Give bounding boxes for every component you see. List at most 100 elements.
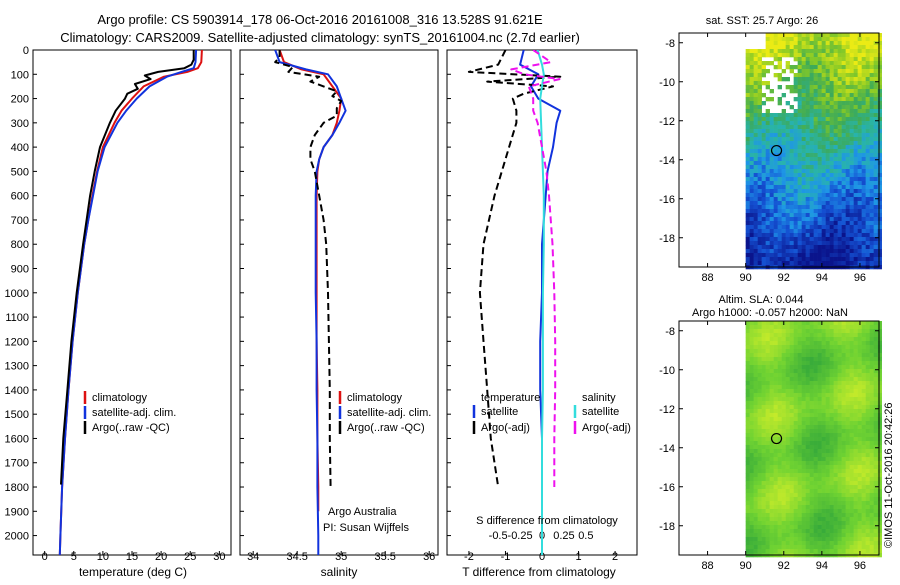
- map-cell: [749, 181, 754, 186]
- map-cell: [861, 489, 866, 494]
- map-cell: [769, 329, 774, 334]
- map-cell: [785, 441, 790, 446]
- map-cell: [777, 233, 782, 238]
- map-cell: [765, 437, 770, 442]
- map-cell: [761, 141, 766, 146]
- map-cell: [765, 417, 770, 422]
- map-cell: [841, 77, 846, 82]
- map-cell: [861, 233, 866, 238]
- map-cell: [837, 381, 842, 386]
- map-cell: [825, 517, 830, 522]
- map-cell: [873, 85, 878, 90]
- map-cell: [825, 249, 830, 254]
- difference-line-3: [510, 50, 561, 487]
- map-cell: [829, 249, 834, 254]
- map-cell: [841, 421, 846, 426]
- map-cell: [797, 89, 802, 94]
- map-cell: [865, 509, 870, 514]
- map-cell: [781, 181, 786, 186]
- map-cell: [821, 509, 826, 514]
- map-cell: [793, 229, 798, 234]
- map-cell: [773, 385, 778, 390]
- map-cell: [861, 217, 866, 222]
- map-cell: [793, 209, 798, 214]
- map-cell: [841, 129, 846, 134]
- map-cell: [805, 213, 810, 218]
- map-cell: [813, 389, 818, 394]
- map-cell: [809, 49, 814, 54]
- map-cell: [801, 529, 806, 534]
- map-cell: [777, 501, 782, 506]
- map-cell: [817, 425, 822, 430]
- map-cell: [849, 541, 854, 546]
- map-cell: [765, 217, 770, 222]
- map-cell: [829, 221, 834, 226]
- map-cell: [809, 529, 814, 534]
- map-cell: [793, 341, 798, 346]
- map-cell: [845, 533, 850, 538]
- map-cell: [813, 497, 818, 502]
- map-cell: [769, 137, 774, 142]
- map-cell: [773, 117, 778, 122]
- map-cell: [829, 537, 834, 542]
- map-cell: [877, 401, 882, 406]
- map-cell: [841, 181, 846, 186]
- map-cell: [817, 105, 822, 110]
- salinity-x-label: salinity: [321, 565, 358, 579]
- map-cell: [809, 405, 814, 410]
- map-cell: [805, 101, 810, 106]
- map-cell: [865, 221, 870, 226]
- map-cell: [849, 109, 854, 114]
- map-cell: [781, 505, 786, 510]
- map-cell: [785, 401, 790, 406]
- map-cell: [781, 473, 786, 478]
- map-cell: [777, 137, 782, 142]
- map-cell: [825, 441, 830, 446]
- map-cell: [761, 193, 766, 198]
- map-cell: [813, 57, 818, 62]
- map-cell: [849, 469, 854, 474]
- map-cell: [829, 421, 834, 426]
- map-cell: [873, 393, 878, 398]
- map-cell: [765, 461, 770, 466]
- map-cell: [853, 177, 858, 182]
- map-cell: [769, 113, 774, 118]
- map-cell: [861, 505, 866, 510]
- map-cell: [837, 481, 842, 486]
- map-cell: [745, 225, 750, 230]
- map-cell: [877, 545, 882, 550]
- map-cell: [793, 413, 798, 418]
- map-cell: [833, 169, 838, 174]
- map-cell: [793, 397, 798, 402]
- map-cell: [873, 441, 878, 446]
- map-cell: [749, 465, 754, 470]
- map-cell: [793, 461, 798, 466]
- map-cell: [833, 233, 838, 238]
- lon-tick-label: 88: [701, 272, 713, 284]
- map-cell: [769, 117, 774, 122]
- map-cell: [765, 229, 770, 234]
- map-cell: [753, 441, 758, 446]
- map-cell: [817, 253, 822, 258]
- map-cell: [773, 381, 778, 386]
- map-cell: [821, 369, 826, 374]
- map-cell: [857, 253, 862, 258]
- map-cell: [853, 353, 858, 358]
- map-cell: [761, 493, 766, 498]
- map-cell: [837, 349, 842, 354]
- map-cell: [789, 401, 794, 406]
- map-cell: [857, 61, 862, 66]
- map-cell: [797, 433, 802, 438]
- map-cell: [869, 401, 874, 406]
- map-cell: [873, 217, 878, 222]
- map-cell: [829, 409, 834, 414]
- map-cell: [745, 493, 750, 498]
- map-cell: [753, 69, 758, 74]
- map-cell: [829, 53, 834, 58]
- map-cell: [797, 353, 802, 358]
- map-cell: [761, 489, 766, 494]
- map-cell: [757, 217, 762, 222]
- map-cell: [833, 93, 838, 98]
- map-cell: [765, 173, 770, 178]
- map-cell: [757, 161, 762, 166]
